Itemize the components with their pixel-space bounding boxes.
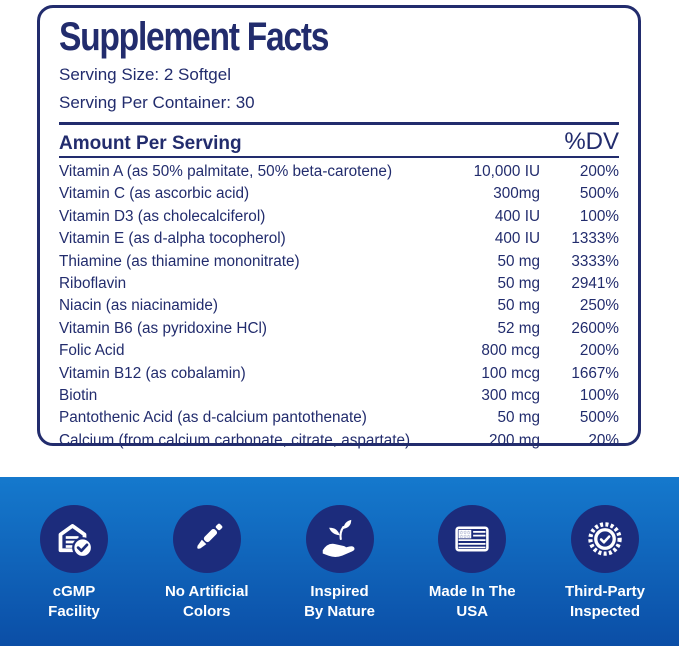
badge-circle [571, 505, 639, 573]
badge-circle [305, 505, 374, 573]
amount-per-serving-header: Amount Per Serving [59, 133, 242, 154]
nutrient-dv: 1667% [571, 364, 619, 382]
nutrient-dv: 200% [579, 163, 619, 180]
divider-thick [59, 122, 619, 125]
badge-third-party-inspected: Third-Party Inspected [541, 505, 669, 646]
nutrient-amount: 800 mcg [481, 342, 540, 360]
nutrient-dv: 500% [579, 185, 619, 203]
badge-circle [172, 505, 241, 573]
serving-size-text: Serving Size: 2 Softgel [59, 65, 231, 84]
inspection-seal-icon [588, 522, 622, 556]
badge-label: No Artificial Colors [164, 583, 249, 620]
table-row: Vitamin A (as 50% palmitate, 50% beta-ca… [59, 161, 619, 183]
nutrient-amount: 50 mg [497, 297, 540, 315]
nutrient-dv: 2600% [571, 319, 619, 337]
divider-thin [59, 156, 619, 158]
nutrient-table: Vitamin A (as 50% palmitate, 50% beta-ca… [59, 161, 619, 452]
nutrient-name: Niacin (as niacinamide) [59, 297, 218, 315]
nutrient-name: Riboflavin [59, 274, 127, 292]
nutrient-amount: 200 mg [488, 431, 540, 449]
table-row: Calcium (from calcium carbonate, citrate… [59, 430, 619, 452]
nutrient-amount: 300 mcg [481, 386, 540, 404]
nutrient-dv: 3333% [571, 252, 619, 270]
badge-inspired-by-nature: Inspired By Nature [276, 505, 404, 646]
nutrient-amount: 100 mcg [481, 364, 540, 382]
table-row: Riboflavin 50 mg 2941% [59, 273, 619, 295]
nutrient-amount: 50 mg [497, 252, 540, 270]
nutrient-name: Calcium (from calcium carbonate, citrate… [59, 431, 411, 449]
nutrient-name: Vitamin A (as 50% palmitate, 50% beta-ca… [59, 163, 393, 180]
nutrient-amount: 52 mg [497, 319, 540, 337]
nutrient-dv: 100% [579, 386, 619, 404]
table-row: Folic Acid 800 mcg 200% [59, 340, 619, 362]
dv-header: %DV [564, 128, 619, 155]
nutrient-name: Vitamin D3 (as cholecalciferol) [59, 207, 266, 225]
nutrient-dv: 250% [579, 297, 619, 315]
table-row: Vitamin B12 (as cobalamin) 100 mcg 1667% [59, 363, 619, 385]
table-header-row: Amount Per Serving %DV [59, 125, 619, 156]
badge-label: Inspired By Nature [304, 583, 375, 620]
nutrient-amount: 50 mg [497, 274, 540, 292]
nutrient-name: Folic Acid [59, 342, 125, 360]
nutrient-dv: 200% [579, 342, 619, 360]
badge-label: Made In The USA [428, 583, 516, 620]
usa-flag-icon: ☆☆☆ ☆☆☆ [455, 526, 489, 552]
nutrient-name: Vitamin B6 (as pyridoxine HCl) [59, 319, 268, 337]
nutrient-name: Thiamine (as thiamine mononitrate) [59, 252, 300, 270]
badge-circle [40, 505, 108, 573]
nutrient-name: Vitamin B12 (as cobalamin) [59, 364, 246, 382]
nutrient-amount: 10,000 IU [473, 163, 540, 180]
nutrient-name: Vitamin C (as ascorbic acid) [59, 185, 250, 203]
table-row: Niacin (as niacinamide) 50 mg 250% [59, 295, 619, 317]
nutrient-dv: 20% [588, 431, 619, 449]
hand-plant-icon [322, 519, 354, 557]
paintbrush-icon [197, 523, 223, 549]
table-row: Vitamin C (as ascorbic acid) 300mg 500% [59, 183, 619, 205]
table-row: Biotin 300 mcg 100% [59, 385, 619, 407]
badge-cgmp-facility: cGMP Facility [10, 505, 138, 646]
nutrient-amount: 400 IU [494, 230, 540, 248]
table-row: Thiamine (as thiamine mononitrate) 50 mg… [59, 251, 619, 273]
badge-made-in-usa: ☆☆☆ ☆☆☆ Made In The USA [408, 505, 536, 646]
nutrient-dv: 100% [579, 207, 619, 225]
supplement-facts-panel: Supplement Facts Serving Size: 2 Softgel… [37, 5, 641, 449]
badge-band: cGMP Facility No Artificial Colors [0, 477, 679, 646]
badge-label: cGMP Facility [48, 583, 100, 620]
table-row: Vitamin E (as d-alpha tocopherol) 400 IU… [59, 228, 619, 250]
nutrient-name: Pantothenic Acid (as d-calcium pantothen… [59, 409, 367, 427]
nutrient-amount: 50 mg [497, 409, 540, 427]
table-row: Pantothenic Acid (as d-calcium pantothen… [59, 407, 619, 429]
nutrient-name: Vitamin E (as d-alpha tocopherol) [59, 230, 286, 248]
badge-label: Third-Party Inspected [564, 583, 645, 620]
nutrient-amount: 400 IU [494, 207, 540, 225]
nutrient-dv: 500% [579, 409, 619, 427]
nutrient-amount: 300mg [493, 185, 540, 203]
nutrient-name: Biotin [59, 386, 98, 404]
facility-check-icon [58, 524, 94, 559]
badge-no-artificial-colors: No Artificial Colors [143, 505, 271, 646]
panel-title: Supplement Facts [59, 15, 329, 59]
table-row: Vitamin B6 (as pyridoxine HCl) 52 mg 260… [59, 318, 619, 340]
table-row: Vitamin D3 (as cholecalciferol) 400 IU 1… [59, 206, 619, 228]
svg-text:☆☆☆: ☆☆☆ [460, 534, 471, 540]
badge-circle: ☆☆☆ ☆☆☆ [438, 505, 507, 573]
serving-per-container-text: Serving Per Container: 30 [59, 93, 255, 112]
nutrient-dv: 1333% [571, 230, 619, 248]
svg-text:☆☆☆: ☆☆☆ [460, 530, 471, 536]
nutrient-dv: 2941% [571, 274, 619, 292]
